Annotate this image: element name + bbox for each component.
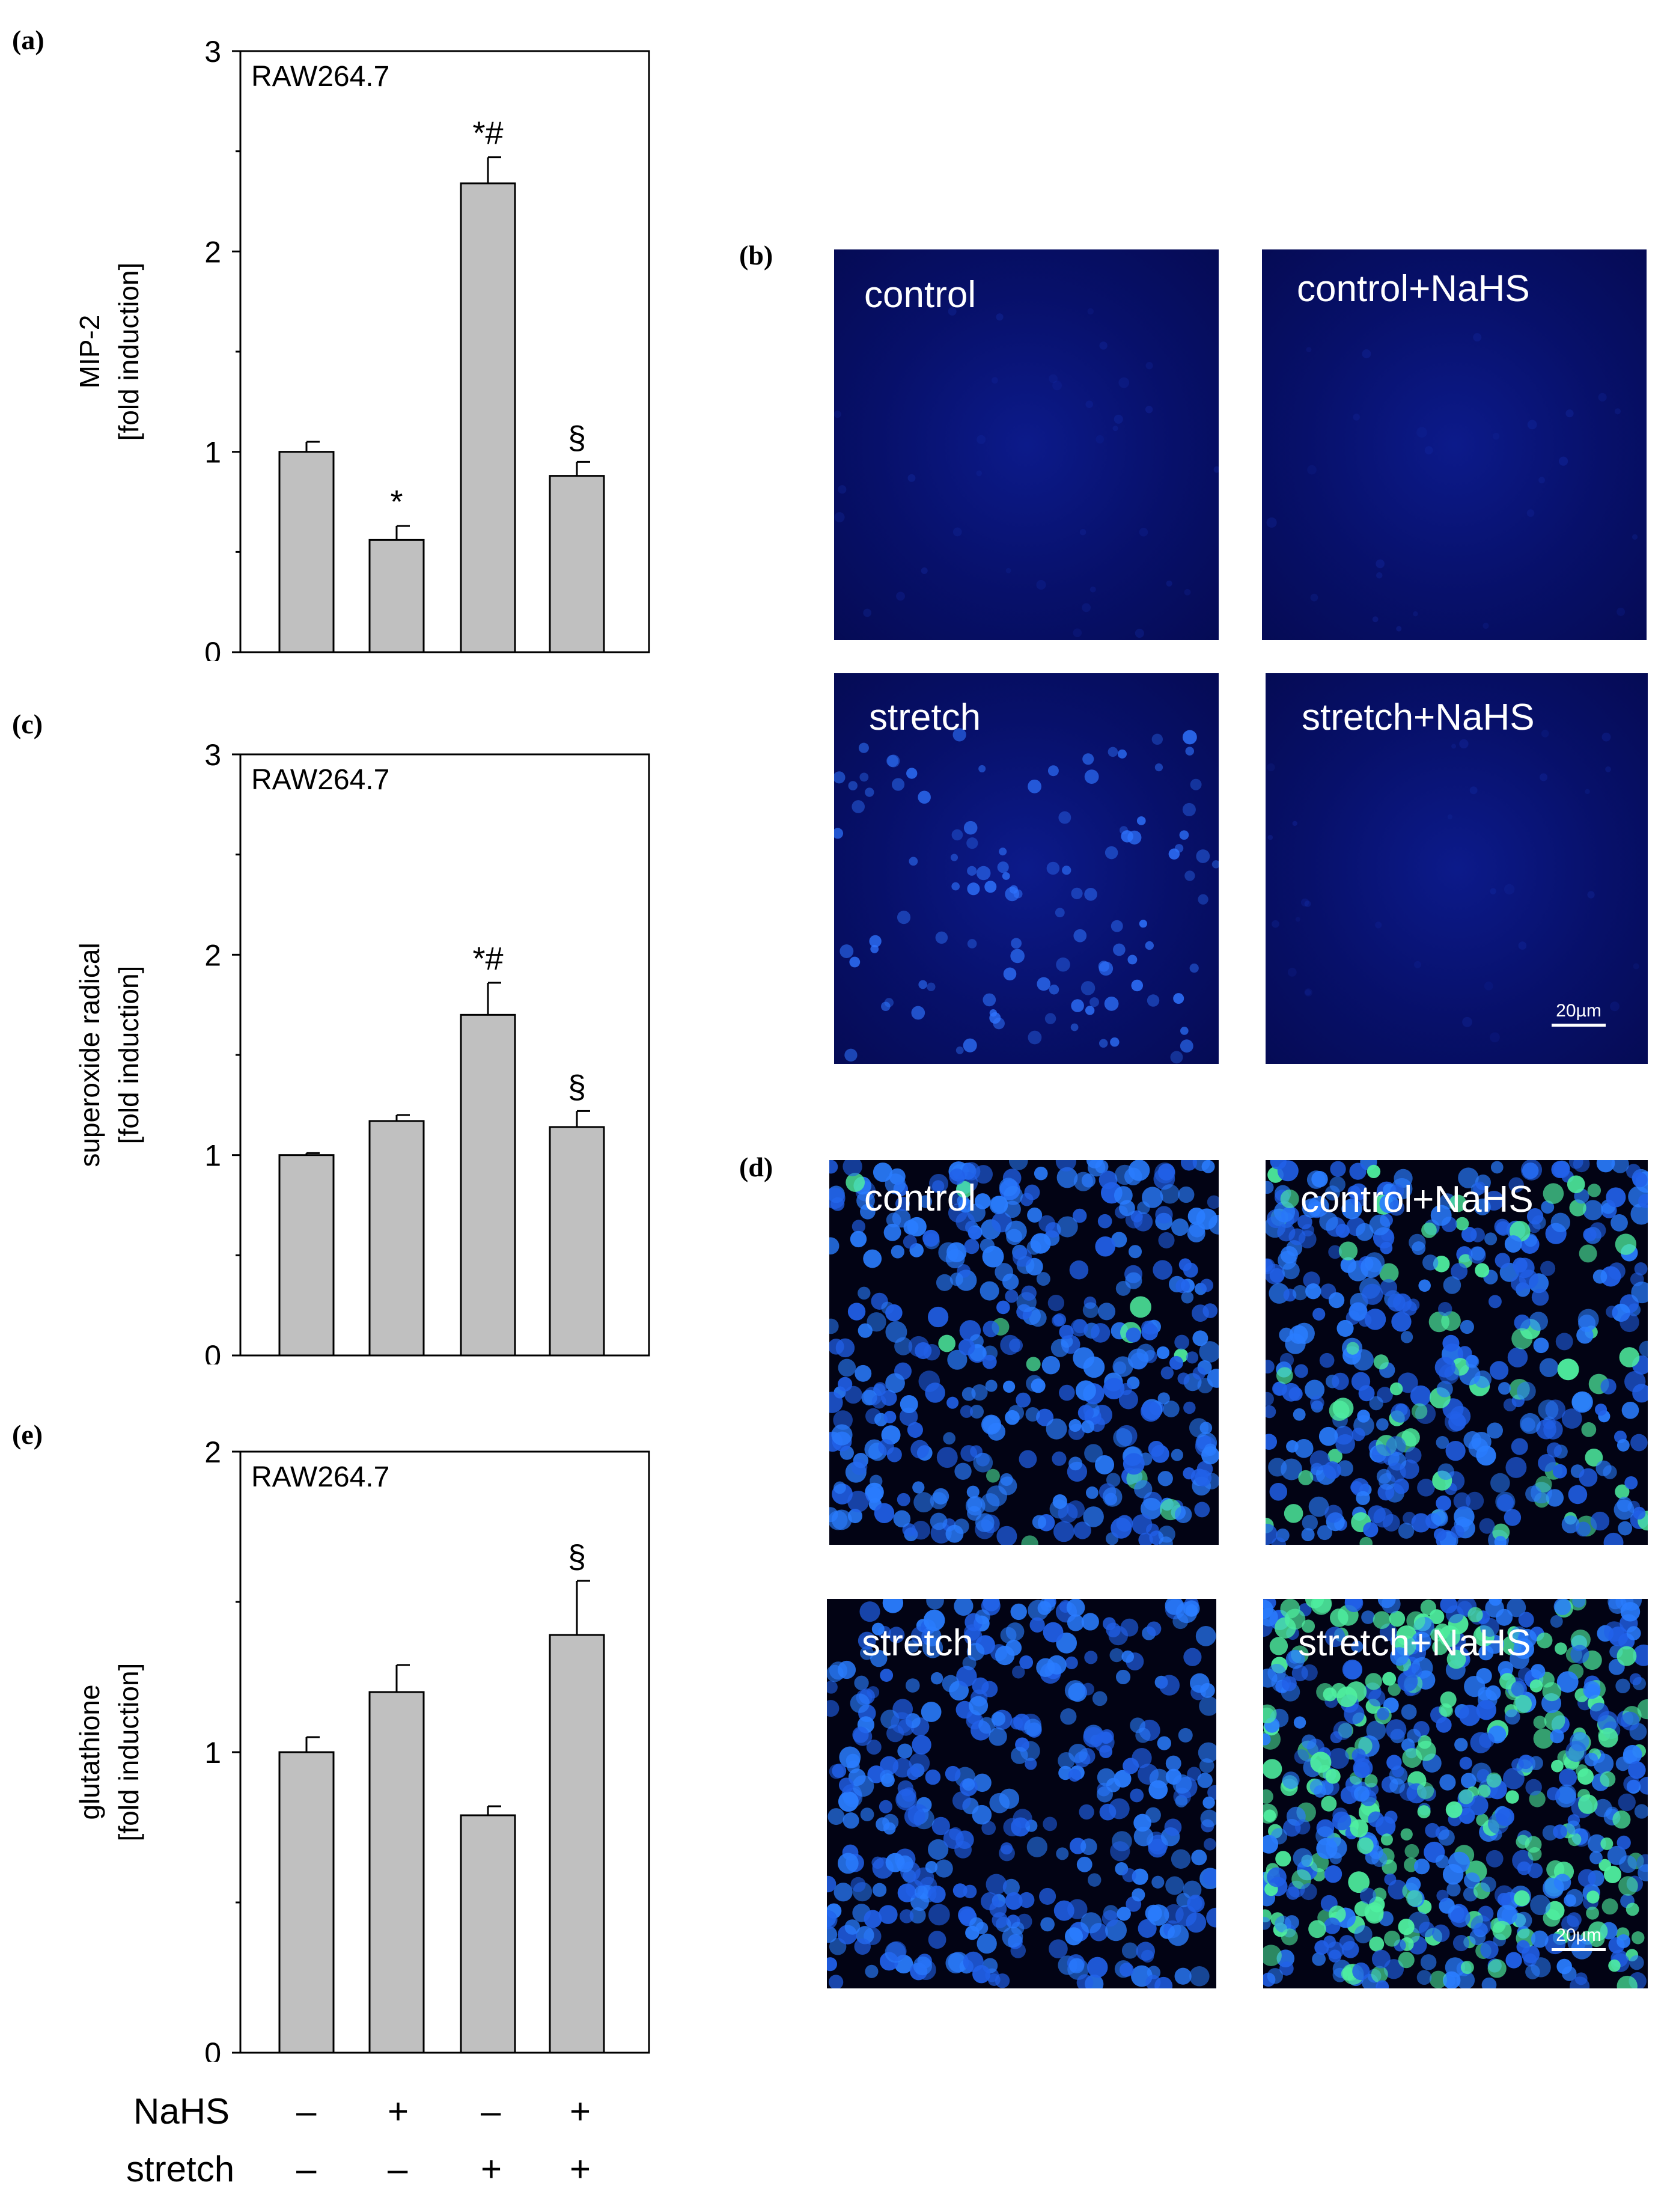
bar	[278, 1154, 335, 1357]
significance-marker: §	[568, 1069, 586, 1105]
micrograph-label: stretch+NaHS	[1302, 697, 1535, 738]
bar	[278, 451, 335, 653]
micrograph-label: control+NaHS	[1297, 268, 1530, 310]
nahs-cell: –	[296, 2091, 317, 2131]
panel-label-e: (e)	[12, 1419, 43, 1450]
scale-bar: 20µm	[1552, 1925, 1606, 1951]
y-tick-label: 3	[204, 739, 221, 772]
nahs-cell: –	[481, 2091, 501, 2131]
stretch-cell: +	[570, 2149, 591, 2189]
y-axis-label-unit: [fold induction]	[113, 966, 144, 1144]
micrograph-texture	[829, 1160, 1219, 1545]
panel-label-d: (d)	[739, 1152, 773, 1182]
y-tick-label: 2	[204, 1437, 221, 1469]
micrograph-b-control: control	[834, 249, 1219, 640]
micrograph-d-control-nahs: control+NaHS	[1266, 1160, 1648, 1545]
cell-line-annotation: RAW264.7	[251, 764, 389, 796]
micrograph-label: stretch	[862, 1622, 974, 1664]
y-tick-label: 0	[204, 1339, 221, 1364]
significance-marker: *#	[472, 115, 503, 151]
panel-label-c: (c)	[12, 709, 43, 739]
y-tick-label: 2	[204, 235, 221, 269]
chart-e: 0 1 2 glutathione [fold induction] RAW264.7 §	[74, 1437, 650, 2062]
micrograph-d-stretch-nahs: stretch+NaHS 20µm	[1263, 1599, 1648, 1988]
micrograph-texture	[834, 728, 1219, 1064]
micrograph-texture	[1266, 333, 1638, 632]
nahs-cell: +	[570, 2091, 591, 2131]
cell-line-annotation: RAW264.7	[251, 61, 389, 93]
bar	[278, 1751, 335, 2054]
y-axis-label-unit: [fold induction]	[113, 1663, 144, 1842]
bar	[549, 1126, 605, 1357]
significance-marker: §	[568, 1539, 586, 1575]
micrograph-b-stretch-nahs: stretch+NaHS 20µm	[1266, 673, 1648, 1064]
micrograph-label: control	[864, 274, 977, 316]
micrograph-d-control: control	[829, 1160, 1219, 1545]
bar	[368, 1691, 425, 2054]
micrograph-b-control-nahs: control+NaHS	[1262, 249, 1647, 640]
stretch-row-label: stretch	[126, 2149, 235, 2189]
micrograph-texture	[834, 307, 1219, 638]
chart-c: 0 1 2 3 superoxide radical [fold induction] RA…	[74, 739, 650, 1364]
significance-marker: *#	[472, 941, 503, 977]
y-tick-label: 0	[204, 636, 221, 661]
chart-a: 0 1 2 3 MIP-2 [fold induction] RAW264.7 * *# §	[74, 36, 650, 661]
nahs-row-label: NaHS	[133, 2091, 230, 2131]
micrograph-texture	[1263, 1599, 1648, 1988]
micrograph-texture	[1267, 730, 1639, 1043]
panel-label-b: (b)	[739, 240, 773, 270]
chart-c-plot: 0 1 2 3 superoxide radical [fold induction] RA…	[74, 739, 650, 1364]
stretch-cell: +	[481, 2149, 502, 2189]
micrograph-texture	[827, 1599, 1216, 1988]
y-tick-label: 3	[204, 36, 221, 69]
micrograph-b-stretch: stretch	[834, 673, 1219, 1064]
bar	[460, 1013, 516, 1357]
bar	[368, 1120, 425, 1357]
micrograph-label: control+NaHS	[1300, 1179, 1534, 1220]
y-axis-label: MIP-2	[74, 315, 105, 389]
cell-line-annotation: RAW264.7	[251, 1461, 389, 1493]
y-tick-label: 1	[204, 1736, 221, 1770]
y-axis-label-unit: [fold induction]	[113, 263, 144, 441]
chart-e-plot: 0 1 2 glutathione [fold induction] RAW264.7 §	[74, 1437, 650, 2062]
micrograph-label: stretch	[869, 697, 981, 738]
micrograph-texture	[1266, 1160, 1648, 1545]
bar	[549, 1634, 605, 2054]
bar	[460, 1814, 516, 2054]
chart-a-plot: 0 1 2 3 MIP-2 [fold induction] RAW264.7 * *# §	[74, 36, 650, 661]
micrograph-label: stretch+NaHS	[1298, 1622, 1531, 1664]
bar	[460, 182, 516, 653]
y-tick-label: 0	[204, 2036, 221, 2062]
y-axis-label: superoxide radical	[74, 943, 105, 1167]
stretch-cell: –	[296, 2149, 317, 2189]
micrograph-d-stretch: stretch	[827, 1599, 1216, 1988]
bar	[549, 475, 605, 653]
stretch-cell: –	[388, 2149, 408, 2189]
panel-label-a: (a)	[12, 25, 44, 55]
nahs-cell: +	[388, 2091, 409, 2131]
scale-bar: 20µm	[1552, 1001, 1606, 1027]
y-tick-label: 1	[204, 1139, 221, 1173]
significance-marker: *	[390, 484, 403, 520]
micrograph-label: control	[864, 1178, 977, 1219]
significance-marker: §	[568, 420, 586, 456]
y-tick-label: 2	[204, 938, 221, 972]
y-axis-label: glutathione	[74, 1684, 105, 1819]
bar	[368, 539, 425, 653]
y-tick-label: 1	[204, 436, 221, 469]
